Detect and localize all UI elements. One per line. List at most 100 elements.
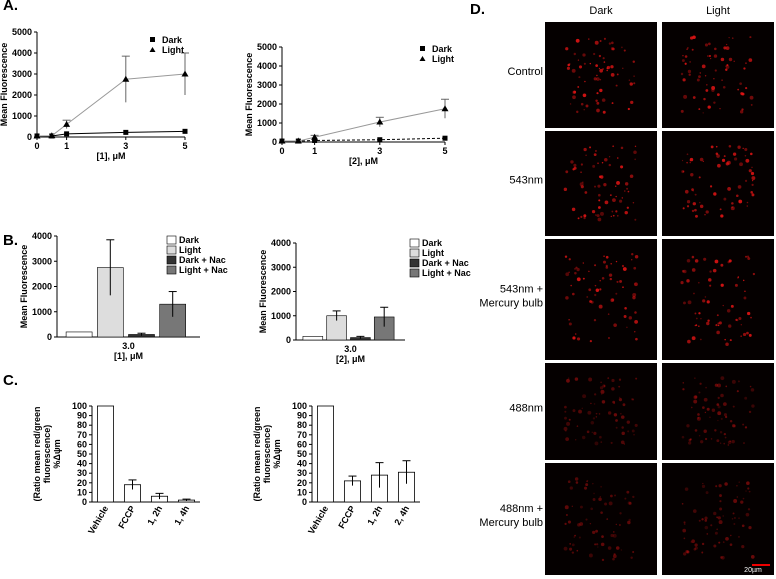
- marker: [63, 120, 71, 127]
- cell-signal: [578, 409, 582, 414]
- y-axis-label: Mean Fluorescence: [19, 245, 29, 329]
- cell-signal: [704, 213, 706, 216]
- cell-signal: [717, 396, 720, 400]
- cell-signal: [618, 398, 623, 402]
- cell-signal: [588, 553, 593, 558]
- cell-signal: [611, 102, 614, 105]
- cell-signal: [627, 190, 630, 193]
- cell-signal: [564, 522, 567, 526]
- cell-signal: [743, 442, 745, 444]
- cell-signal: [635, 377, 638, 380]
- y-axis-label: Mean Fluorescence: [258, 250, 268, 334]
- cell-signal: [612, 400, 616, 404]
- cell-image: [662, 22, 774, 128]
- cell-signal: [615, 523, 618, 526]
- row-label-line: 543nm: [509, 175, 543, 187]
- cell-signal: [686, 153, 689, 156]
- cell-signal: [684, 487, 689, 491]
- cell-signal: [603, 255, 605, 258]
- marker: [181, 70, 189, 77]
- cell-signal: [711, 408, 716, 412]
- cell-signal: [570, 284, 572, 287]
- cell-signal: [682, 78, 686, 82]
- cell-signal: [581, 435, 586, 440]
- cell-signal: [594, 284, 597, 287]
- cell-signal: [615, 426, 618, 429]
- cell-signal: [723, 442, 726, 445]
- cell-signal: [620, 165, 624, 169]
- cell-signal: [710, 438, 713, 440]
- cell-signal: [621, 46, 623, 49]
- cell-signal: [599, 78, 602, 81]
- cell-signal: [726, 64, 729, 67]
- cell-signal: [746, 205, 748, 207]
- cell-signal: [740, 92, 744, 96]
- cell-signal: [739, 82, 742, 86]
- cell-signal: [573, 166, 577, 170]
- cell-signal: [622, 403, 626, 407]
- cell-signal: [624, 190, 626, 192]
- legend-label: Dark + Nac: [179, 255, 226, 265]
- cell-signal: [724, 338, 726, 341]
- cell-signal: [746, 201, 749, 204]
- cell-signal: [594, 441, 599, 446]
- cell-signal: [709, 270, 712, 273]
- x-tick-label: Vehicle: [306, 504, 330, 536]
- cell-signal: [704, 411, 707, 414]
- cell-signal: [737, 185, 742, 189]
- cell-signal: [598, 413, 601, 415]
- cell-signal: [628, 316, 632, 320]
- cell-signal: [571, 292, 575, 296]
- cell-signal: [705, 386, 707, 389]
- cell-signal: [704, 525, 709, 530]
- cell-signal: [687, 69, 692, 74]
- cell-signal: [698, 312, 701, 315]
- cell-signal: [602, 260, 606, 264]
- cell-signal: [603, 37, 606, 40]
- cell-signal: [572, 336, 576, 340]
- cell-signal: [633, 75, 635, 77]
- cell-signal: [684, 189, 689, 194]
- cell-image: [545, 463, 657, 575]
- cell-signal: [586, 479, 589, 482]
- cell-signal: [751, 404, 755, 408]
- cell-signal: [740, 335, 742, 337]
- cell-signal: [601, 400, 606, 404]
- y-tick-label: 100: [292, 401, 307, 411]
- y-tick-label: 5000: [12, 27, 32, 37]
- y-tick-label: 70: [297, 430, 307, 440]
- cell-signal: [599, 496, 601, 498]
- cell-signal: [729, 440, 731, 442]
- cell-signal: [710, 145, 714, 149]
- cell-signal: [619, 524, 621, 526]
- row-label-line: Mercury bulb: [479, 298, 543, 310]
- y-axis-label: %Δψm: [52, 439, 62, 468]
- cell-signal: [632, 201, 635, 204]
- row-label-line: 488nm +: [500, 503, 543, 515]
- y-tick-label: 30: [77, 468, 87, 478]
- series-line: [37, 130, 186, 137]
- cell-signal: [595, 288, 600, 293]
- cell-signal: [599, 68, 603, 73]
- cell-signal: [722, 85, 726, 89]
- cell-signal: [609, 277, 613, 281]
- cell-signal: [577, 523, 581, 527]
- cell-signal: [595, 416, 598, 418]
- cell-signal: [721, 79, 723, 81]
- cell-signal: [585, 154, 587, 157]
- cell-signal: [704, 43, 709, 47]
- cell-signal: [743, 67, 746, 70]
- x-tick-label: 5: [442, 146, 447, 156]
- cell-signal: [564, 429, 567, 432]
- cell-signal: [608, 273, 613, 277]
- bar: [302, 336, 324, 341]
- cell-signal: [608, 156, 611, 158]
- cell-signal: [681, 159, 684, 162]
- cell-signal: [750, 103, 753, 106]
- cell-signal: [600, 211, 604, 216]
- cell-image: [662, 239, 774, 360]
- cell-signal: [691, 336, 696, 341]
- cell-signal: [564, 505, 569, 510]
- panel-label: A.: [3, 0, 18, 14]
